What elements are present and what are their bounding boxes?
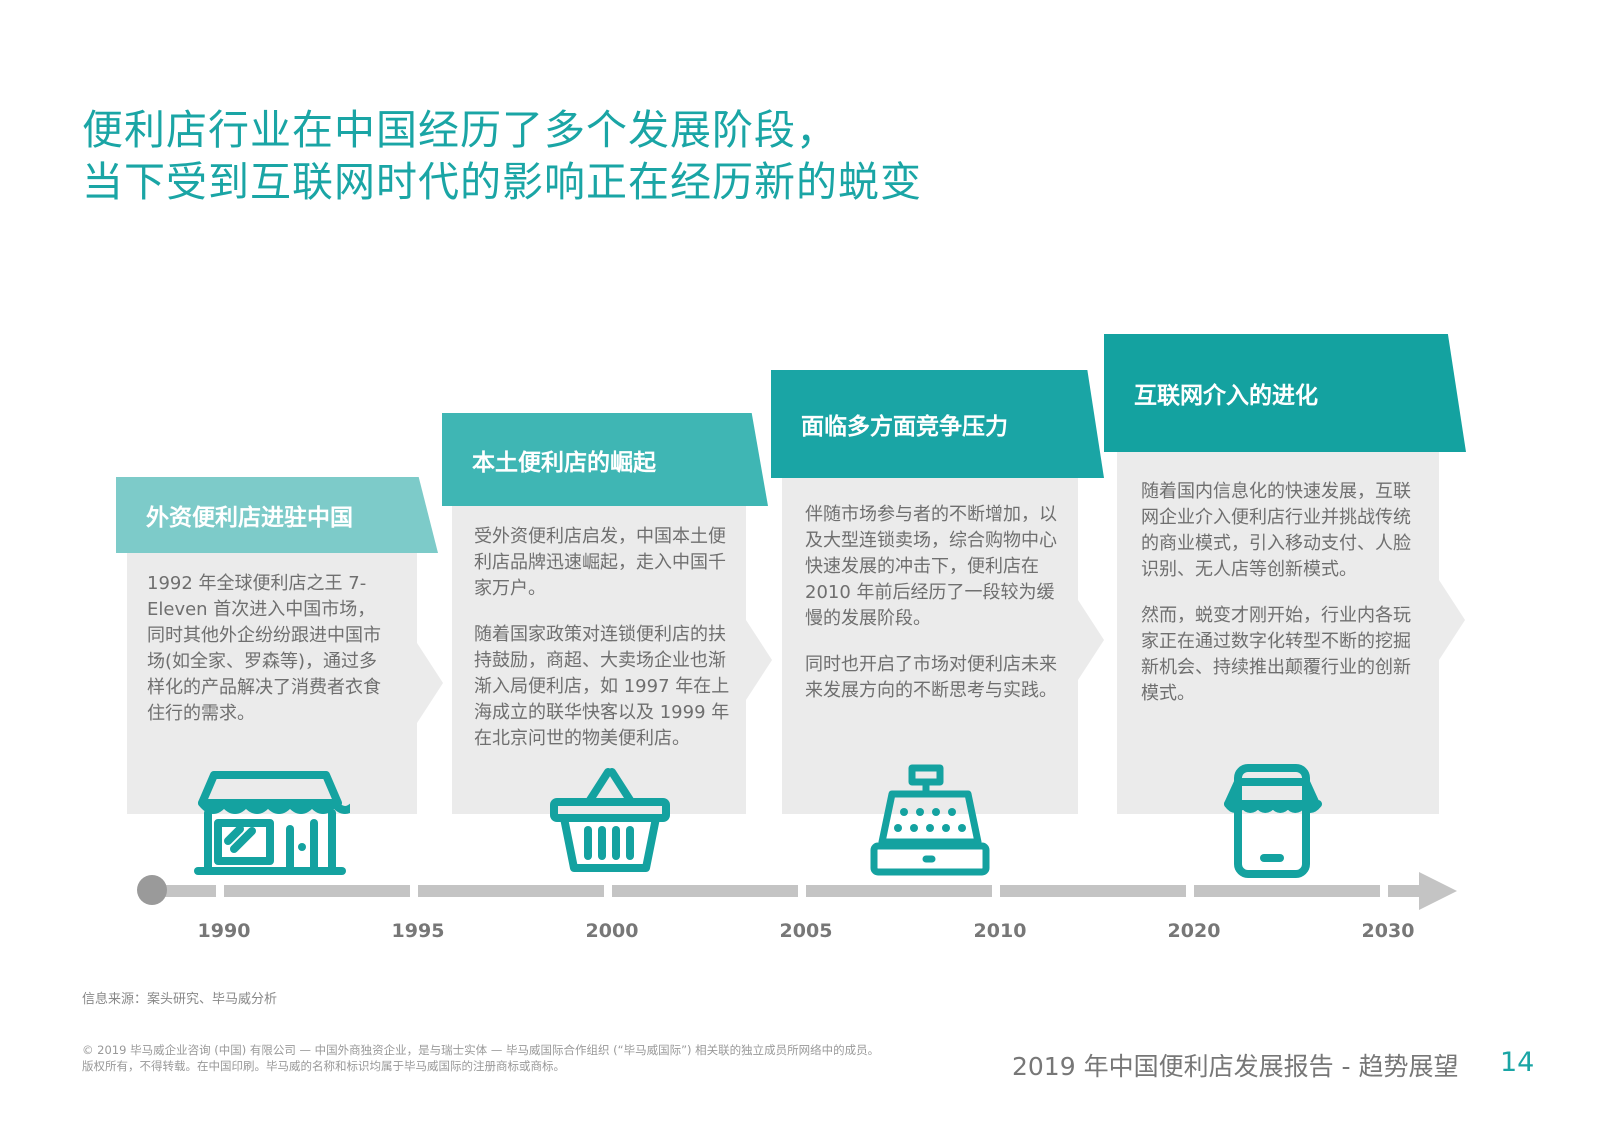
timeline-segment <box>224 885 410 897</box>
timeline-year: 2030 <box>1361 920 1415 942</box>
stage-3-heading-text: 面临多方面竞争压力 <box>801 414 1008 440</box>
stage-4-heading: 互联网介入的进化 <box>1104 334 1466 452</box>
timeline-start-dot <box>137 875 167 905</box>
source-note: 信息来源：案头研究、毕马威分析 <box>82 992 278 1007</box>
stage-1-body: 1992 年全球便利店之王 7-Eleven 首次进入中国市场，同时其他外企纷纷… <box>147 571 387 747</box>
timeline-segment <box>1388 885 1422 897</box>
stage-2-card <box>452 506 746 814</box>
stage-2-paragraph-1: 受外资便利店启发，中国本土便利店品牌迅速崛起，走入中国千家万户。 <box>474 526 726 599</box>
stage-3-body: 伴随市场参与者的不断增加，以及大型连锁卖场，综合购物中心快速发展的冲击下，便利店… <box>805 502 1067 724</box>
stage-1-paragraph-1: 1992 年全球便利店之王 7-Eleven 首次进入中国市场，同时其他外企纷纷… <box>147 573 381 724</box>
stage-4-card <box>1117 451 1439 814</box>
copyright-notice: © 2019 毕马威企业咨询 (中国) 有限公司 — 中国外商独资企业，是与瑞士… <box>82 1043 880 1073</box>
stage-1-heading: 外资便利店进驻中国 <box>116 477 438 553</box>
stage-1-card <box>127 552 417 814</box>
stage-4-heading-text: 互联网介入的进化 <box>1134 383 1318 409</box>
timeline-segment <box>612 885 798 897</box>
timeline-segment <box>806 885 992 897</box>
stage-2-paragraph-2: 随着国家政策对连锁便利店的扶持鼓励，商超、大卖场企业也渐渐入局便利店，如 199… <box>474 624 730 749</box>
cash-register-icon <box>870 764 990 876</box>
page-title: 便利店行业在中国经历了多个发展阶段， 当下受到互联网时代的影响正在经历新的蜕变 <box>82 104 922 208</box>
timeline-segment <box>1194 885 1380 897</box>
stage-2-heading-text: 本土便利店的崛起 <box>472 449 656 476</box>
page-title-line2: 当下受到互联网时代的影响正在经历新的蜕变 <box>82 158 922 206</box>
stage-3-paragraph-1: 伴随市场参与者的不断增加，以及大型连锁卖场，综合购物中心快速发展的冲击下，便利店… <box>805 504 1057 629</box>
timeline-segment <box>152 885 216 897</box>
stage-4-paragraph-1: 随着国内信息化的快速发展，互联网企业介入便利店行业并挑战传统的商业模式，引入移动… <box>1141 481 1411 580</box>
stage-1-heading-text: 外资便利店进驻中国 <box>146 505 353 531</box>
report-title: 2019 年中国便利店发展报告 - 趋势展望 <box>1012 1052 1459 1081</box>
timeline-year: 1995 <box>391 920 445 942</box>
stage-3-heading: 面临多方面竞争压力 <box>771 370 1104 478</box>
stage-3-paragraph-2: 同时也开启了市场对便利店未来来发展方向的不断思考与实践。 <box>805 654 1057 701</box>
stage-4-paragraph-2: 然而，蜕变才刚开始，行业内各玩家正在通过数字化转型不断的挖掘新机会、持续推出颠覆… <box>1141 605 1411 704</box>
stage-3-card <box>782 477 1078 814</box>
timeline-year: 1990 <box>197 920 251 942</box>
storefront-icon <box>194 771 350 875</box>
stage-4-card-arrow <box>1439 580 1465 660</box>
shopping-basket-icon <box>550 768 670 872</box>
stage-2-card-arrow <box>746 620 772 700</box>
timeline-year: 2020 <box>1167 920 1221 942</box>
stage-2-heading: 本土便利店的崛起 <box>442 413 768 506</box>
timeline-segment <box>1000 885 1186 897</box>
timeline-segment <box>418 885 604 897</box>
stage-3-card-arrow <box>1078 600 1104 680</box>
timeline-year: 2005 <box>779 920 833 942</box>
mobile-store-icon <box>1224 764 1322 878</box>
page-title-line1: 便利店行业在中国经历了多个发展阶段， <box>82 106 838 154</box>
stage-2-body: 受外资便利店启发，中国本土便利店品牌迅速崛起，走入中国千家万户。 随着国家政策对… <box>474 524 739 772</box>
page-number: 14 <box>1500 1047 1535 1078</box>
timeline-year: 2000 <box>585 920 639 942</box>
timeline-arrow-icon <box>1419 872 1457 910</box>
stage-4-body: 随着国内信息化的快速发展，互联网企业介入便利店行业并挑战传统的商业模式，引入移动… <box>1141 479 1413 727</box>
stage-1-card-arrow <box>417 643 443 723</box>
timeline-year: 2010 <box>973 920 1027 942</box>
